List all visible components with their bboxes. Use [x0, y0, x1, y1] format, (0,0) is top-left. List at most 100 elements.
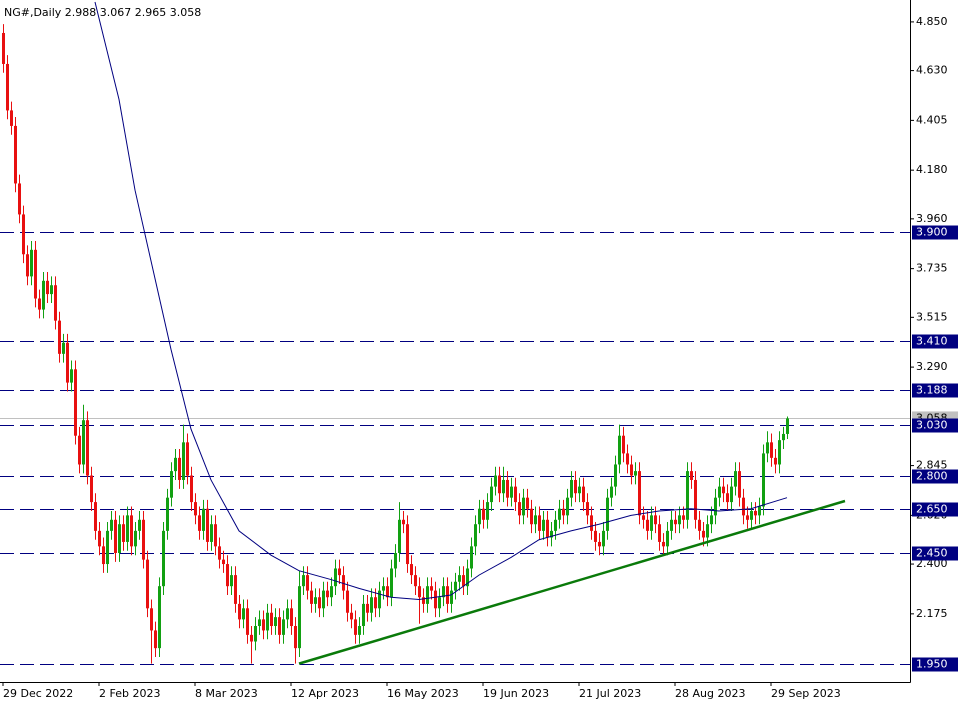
candle-body	[110, 519, 113, 531]
candle-body	[190, 475, 193, 503]
candle-body	[718, 486, 721, 498]
candle-body	[530, 508, 533, 525]
candle-body	[442, 586, 445, 598]
level-label: 2.650	[916, 503, 948, 516]
candle-body	[702, 530, 705, 538]
candle-body	[198, 515, 201, 531]
candle-body	[130, 515, 133, 547]
candle-body	[642, 515, 645, 520]
candle-body	[234, 575, 237, 604]
candle-body	[146, 559, 149, 609]
candle-body	[54, 285, 57, 321]
candle-body	[570, 479, 573, 498]
plot-area	[0, 1, 910, 665]
candle-body	[150, 608, 153, 631]
level-box	[912, 418, 958, 433]
candle-body	[430, 586, 433, 591]
candle-body	[118, 524, 121, 553]
candle-body	[422, 597, 425, 604]
candle-body	[730, 486, 733, 503]
chart-title: NG#,Daily 2.988 3.067 2.965 3.058	[4, 6, 201, 19]
candle-body	[62, 342, 65, 354]
candle-body	[426, 586, 429, 604]
x-tick-label: 19 Jun 2023	[483, 687, 549, 700]
candle-body	[222, 559, 225, 565]
candle-body	[14, 125, 17, 184]
candle-body	[82, 420, 85, 465]
candle-body	[354, 619, 357, 635]
candle-body	[374, 597, 377, 609]
candle-body	[326, 590, 329, 598]
candle-body	[398, 519, 401, 553]
candle-body	[266, 612, 269, 631]
candle-body	[518, 502, 521, 516]
candle-body	[170, 471, 173, 498]
level-label: 3.030	[916, 419, 948, 432]
candle-body	[638, 471, 641, 516]
x-tick-label: 8 Mar 2023	[195, 687, 258, 700]
candle-body	[686, 471, 689, 520]
candle-body	[710, 515, 713, 525]
candle-body	[454, 581, 457, 591]
candle-body	[378, 590, 381, 609]
candle-body	[410, 564, 413, 576]
candle-body	[754, 510, 757, 516]
trend-line	[298, 499, 846, 665]
candle-body	[770, 442, 773, 458]
x-tick-label: 21 Jul 2023	[579, 687, 641, 700]
candle-body	[226, 564, 229, 587]
candle-body	[386, 586, 389, 598]
candle-body	[786, 418, 789, 434]
level-label: 2.800	[916, 470, 948, 483]
candle-body	[86, 420, 89, 476]
candle-body	[338, 568, 341, 576]
candle-body	[290, 608, 293, 627]
candle-body	[678, 515, 681, 525]
candle-body	[302, 575, 305, 587]
level-label: 1.950	[916, 658, 948, 671]
candle-body	[654, 515, 657, 525]
candle-body	[614, 464, 617, 487]
candle-body	[390, 568, 393, 598]
candle-body	[534, 515, 537, 525]
level-box	[912, 383, 958, 398]
candle-body	[214, 524, 217, 547]
candle-body	[566, 497, 569, 516]
candle-body	[322, 590, 325, 609]
candle-body	[270, 612, 273, 627]
candle-body	[194, 502, 197, 516]
y-tick-label: 4.850	[916, 15, 948, 28]
candle-body	[738, 471, 741, 498]
candle-body	[6, 63, 9, 111]
candle-body	[78, 435, 81, 465]
candle-body	[230, 575, 233, 587]
candle-body	[474, 524, 477, 547]
y-tick-label: 3.960	[916, 212, 948, 225]
candle-body	[618, 435, 621, 465]
candle-body	[490, 486, 493, 503]
candle-body	[142, 519, 145, 560]
candle-body	[578, 486, 581, 494]
candle-body	[506, 479, 509, 498]
candle-body	[698, 519, 701, 531]
candle-body	[582, 486, 585, 503]
candle-body	[674, 519, 677, 525]
candle-body	[462, 575, 465, 587]
y-tick-label: 3.735	[916, 262, 948, 275]
candle-body	[278, 617, 281, 635]
candle-body	[102, 546, 105, 565]
y-tick-label: 3.290	[916, 360, 948, 373]
candle-body	[634, 471, 637, 476]
candle-body	[486, 502, 489, 520]
candle-body	[346, 590, 349, 613]
candle-body	[26, 254, 29, 277]
candle-body	[438, 597, 441, 609]
candle-body	[630, 464, 633, 476]
candle-body	[670, 519, 673, 531]
x-tick-label: 29 Sep 2023	[771, 687, 841, 700]
candle-body	[274, 617, 277, 627]
candle-body	[306, 575, 309, 591]
candle-body	[602, 530, 605, 547]
candle-body	[494, 475, 497, 487]
